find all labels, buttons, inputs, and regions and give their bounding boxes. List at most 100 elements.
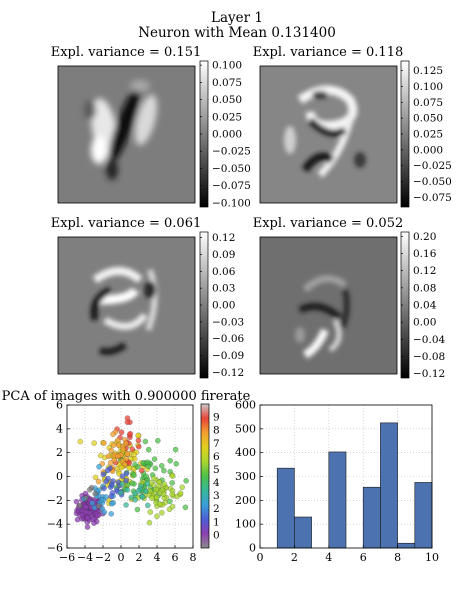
scatter-point: [98, 496, 105, 503]
figure-title-line2: Neuron with Mean 0.131400: [138, 25, 336, 41]
scatter-point: [108, 500, 115, 507]
colorbar-tick-label: 0.12: [413, 265, 436, 277]
scatter-point: [123, 470, 130, 477]
bar-ytick-label: 300: [235, 470, 256, 483]
scatter-point: [145, 502, 151, 509]
scatter-point: [129, 446, 136, 452]
scatter-point: [182, 504, 189, 511]
scatter-point: [153, 486, 159, 493]
scatter-colorbar-label: 8: [213, 425, 220, 437]
colorbar-tick-label: −0.050: [413, 176, 452, 188]
scatter-point: [138, 467, 145, 474]
scatter-xtick-label: 8: [190, 551, 197, 564]
scatter-ytick-label: 0: [56, 470, 63, 483]
scatter-point: [107, 459, 114, 466]
colorbar-tick-label: 0.20: [413, 231, 436, 243]
scatter-point: [167, 457, 173, 464]
scatter-colorbar: [200, 403, 210, 549]
colorbar-tick-label: −0.075: [212, 180, 251, 192]
scatter-point: [132, 461, 138, 468]
colorbar-tick-label: −0.04: [413, 334, 445, 346]
scatter-point: [92, 474, 99, 481]
scatter-point: [77, 438, 84, 445]
bar-ytick-label: 100: [235, 518, 256, 531]
scatter-point: [177, 490, 184, 496]
scatter-point: [154, 513, 160, 520]
bar: [294, 516, 312, 549]
scatter-point: [101, 509, 108, 515]
colorbar-tick-label: −0.08: [413, 351, 445, 363]
scatter-xtick-label: 2: [136, 551, 143, 564]
scatter-point: [123, 502, 129, 508]
scatter-point: [136, 443, 142, 450]
scatter-point: [110, 431, 116, 437]
scatter-point: [161, 467, 167, 474]
heatmap-title-1: Expl. variance = 0.118: [253, 45, 404, 60]
scatter-point: [142, 488, 149, 495]
colorbar-tick-label: 0.00: [413, 317, 436, 329]
scatter-point: [142, 438, 149, 445]
colorbar-tick-label: 0.03: [212, 283, 235, 295]
scatter-point: [146, 519, 153, 526]
colorbar-tick-label: 0.100: [212, 60, 242, 72]
scatter-point: [110, 442, 117, 448]
scatter-point: [172, 446, 179, 453]
scatter-point: [101, 440, 107, 446]
scatter-point: [74, 516, 81, 523]
colorbar-tick-label: 0.000: [413, 144, 443, 156]
scatter-point: [118, 429, 125, 435]
colorbar-tick-label: −0.050: [212, 163, 251, 175]
scatter-xtick-label: −4: [77, 551, 93, 564]
scatter-point: [160, 491, 167, 497]
scatter-point: [105, 453, 112, 460]
colorbar-tick-label: −0.025: [413, 160, 452, 172]
scatter-point: [156, 501, 163, 507]
scatter-point: [124, 451, 131, 457]
bar-ytick-label: 400: [235, 446, 256, 459]
colorbar-tick-label: 0.075: [413, 97, 443, 109]
scatter-point: [123, 477, 129, 484]
heatmap-panel-3: Expl. variance = 0.052 0.20 0.16 0.12 0.08 0…: [253, 216, 446, 380]
colorbar-tick-label: 0.000: [212, 129, 242, 141]
scatter-point: [134, 506, 141, 513]
scatter-point: [155, 437, 161, 444]
scatter-point: [83, 495, 89, 501]
colorbar-tick-label: 0.050: [413, 113, 443, 125]
scatter-point: [89, 500, 95, 506]
colorbar-tick-label: 0.12: [212, 232, 235, 244]
scatter-point: [135, 437, 142, 444]
scatter-point: [119, 473, 126, 479]
colorbar-tick-label: −0.075: [413, 192, 452, 204]
colorbar-tick-label: 0.09: [212, 249, 235, 261]
bar: [397, 542, 416, 549]
bar-xtick-label: 2: [291, 551, 298, 564]
scatter-point: [108, 447, 115, 454]
colorbar-tick-label: −0.06: [212, 333, 244, 345]
scatter-point: [83, 504, 89, 510]
heatmap-image-0: [58, 66, 195, 203]
scatter-point: [173, 461, 179, 467]
colorbar-tick-label: 0.08: [413, 282, 436, 294]
bar-ytick-label: 500: [235, 422, 256, 435]
colorbar-tick-label: 0.125: [413, 65, 443, 77]
scatter-point: [108, 493, 114, 500]
scatter-colorbar-label: 1: [213, 516, 220, 528]
scatter-ytick-label: −6: [47, 542, 63, 555]
colorbar-tick-label: 0.06: [212, 266, 236, 278]
scatter-point: [151, 456, 158, 462]
scatter-ytick-label: 6: [56, 399, 63, 412]
scatter-xtick-label: 0: [118, 551, 125, 564]
heatmap-panel-0: Expl. variance = 0.151 0.100 0.075 0.050 0.…: [51, 45, 251, 209]
heatmap-panel-1: Expl. variance = 0.118 0.125 0.100 0.075 0.…: [253, 45, 452, 208]
bar: [362, 486, 381, 549]
colorbar-tick-label: 0.025: [212, 111, 242, 123]
scatter-point: [104, 467, 111, 474]
scatter-point: [179, 484, 185, 490]
scatter-point: [159, 510, 165, 516]
scatter-ytick-label: −4: [47, 518, 63, 531]
scatter-colorbar-label: 0: [213, 529, 220, 541]
scatter-point: [135, 432, 141, 439]
scatter-xtick-label: −6: [59, 551, 75, 564]
scatter-point: [96, 463, 102, 470]
colorbar-tick-label: −0.12: [413, 368, 445, 380]
